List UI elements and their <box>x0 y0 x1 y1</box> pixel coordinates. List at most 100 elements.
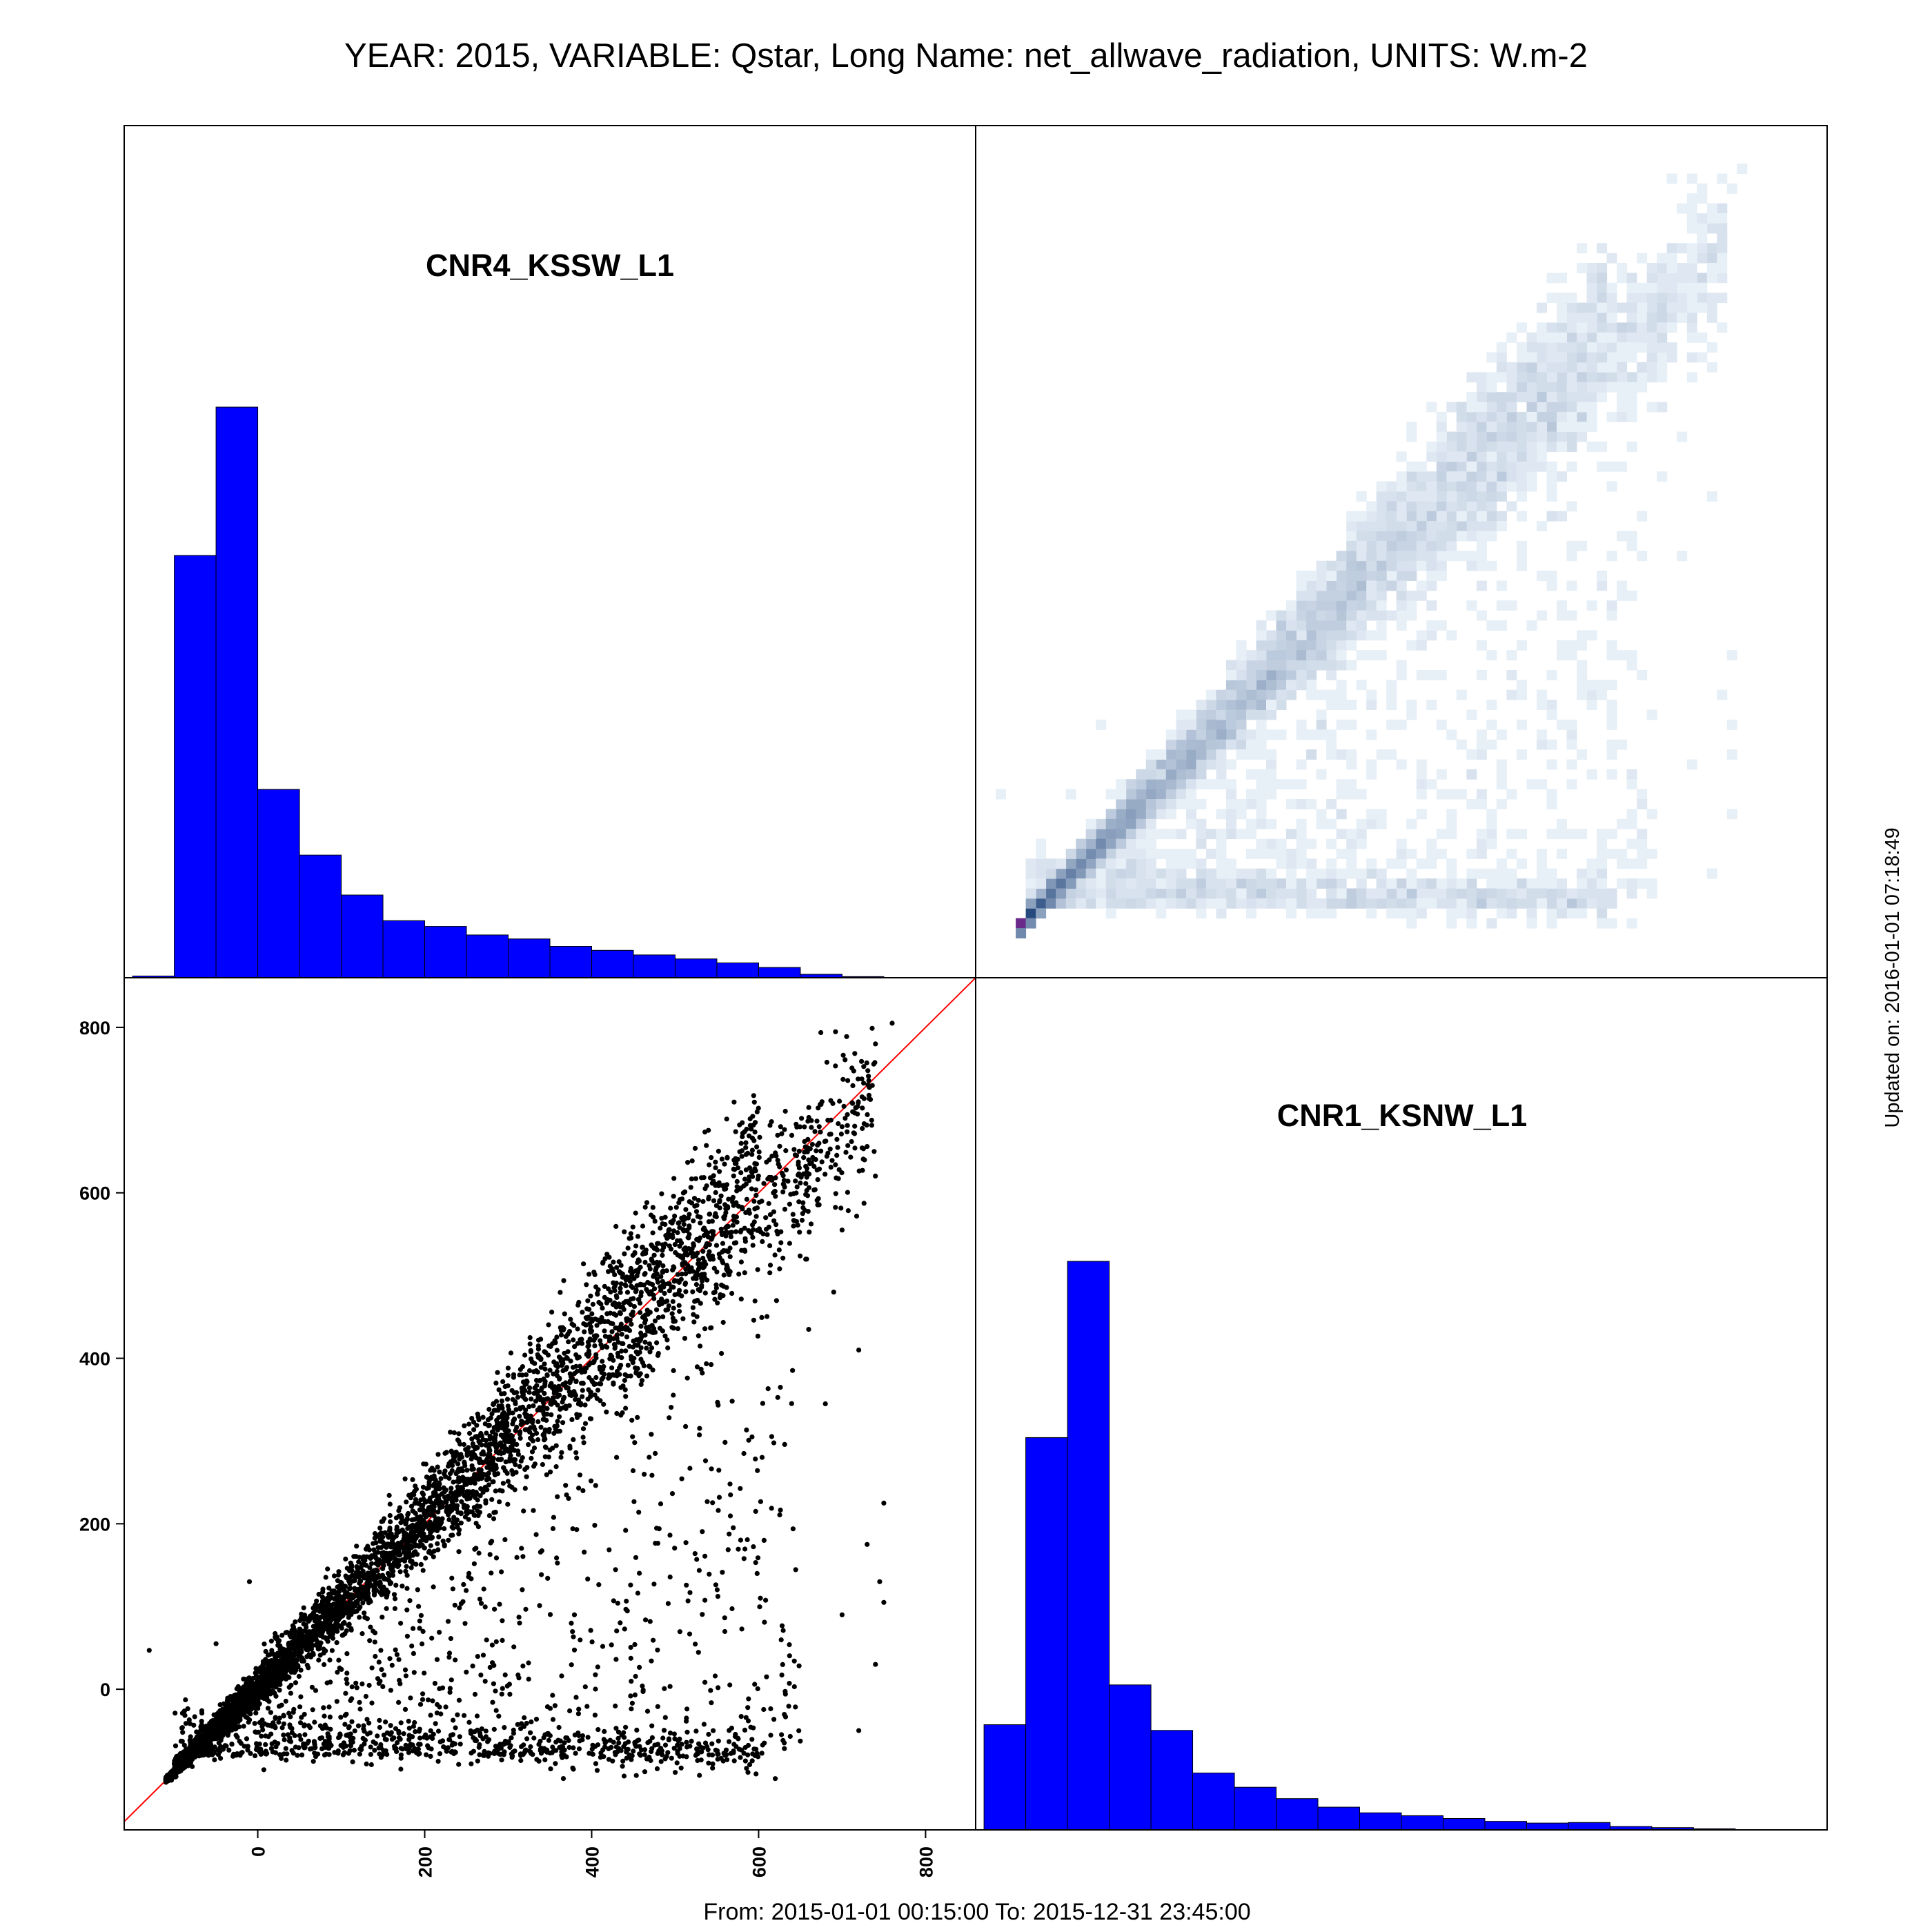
scatter-point <box>500 1481 506 1486</box>
density-cell <box>1496 521 1507 531</box>
scatter-point <box>713 1159 718 1165</box>
scatter-point <box>516 1615 522 1620</box>
density-cell <box>1336 749 1347 760</box>
density-cell <box>1286 799 1297 809</box>
scatter-point <box>244 1736 250 1742</box>
density-cell <box>1376 580 1387 591</box>
scatter-point <box>542 1361 547 1367</box>
density-cell <box>1606 888 1617 899</box>
density-cell <box>1597 332 1608 343</box>
density-cell <box>1326 571 1337 581</box>
density-cell <box>1546 799 1557 809</box>
density-cell <box>1316 809 1327 820</box>
density-cell <box>1266 680 1276 691</box>
density-cell <box>1145 849 1156 859</box>
scatter-point <box>758 1499 763 1504</box>
density-cell <box>1346 719 1357 730</box>
density-cell <box>1266 640 1276 651</box>
density-cell <box>1456 402 1467 413</box>
density-cell <box>1476 540 1487 551</box>
density-cell <box>1416 759 1427 770</box>
density-cell <box>1376 571 1387 581</box>
density-cell <box>1706 491 1717 502</box>
density-cell <box>1225 789 1236 800</box>
density-cell <box>1185 729 1196 740</box>
density-cell <box>1517 898 1527 909</box>
scatter-point <box>611 1598 616 1604</box>
density-cell <box>1506 382 1517 393</box>
scatter-point <box>753 1187 759 1192</box>
density-cell <box>1376 610 1387 621</box>
density-cell <box>1537 898 1547 909</box>
scatter-point <box>283 1746 288 1751</box>
scatter-point <box>532 1427 538 1432</box>
density-cell <box>1506 362 1517 373</box>
density-cell <box>1156 789 1167 800</box>
density-cell <box>1436 451 1447 462</box>
density-cell <box>1666 302 1677 313</box>
density-cell <box>1376 511 1387 522</box>
density-cell <box>1537 878 1547 889</box>
scatter-point <box>297 1704 303 1710</box>
density-cell <box>1356 878 1367 889</box>
density-cell <box>1306 729 1317 740</box>
density-cell <box>1346 511 1357 522</box>
scatter-point <box>435 1541 440 1546</box>
density-cell <box>1526 908 1537 919</box>
scatter-point <box>727 1531 732 1537</box>
scatter-point <box>393 1647 398 1653</box>
density-cell <box>1666 282 1677 293</box>
density-cell <box>1436 442 1447 452</box>
scatter-point <box>225 1733 230 1738</box>
density-cell <box>1396 620 1407 631</box>
density-cell <box>1416 461 1427 472</box>
density-cell <box>1496 362 1507 373</box>
density-cell <box>1065 898 1076 909</box>
density-cell <box>1677 551 1688 562</box>
density-cell <box>1236 888 1247 899</box>
density-cell <box>1486 739 1497 750</box>
density-cell <box>1256 898 1267 909</box>
density-cell <box>1336 779 1347 790</box>
density-cell <box>1316 709 1327 720</box>
density-cell <box>1586 600 1597 611</box>
density-cell <box>1336 689 1347 700</box>
density-cell <box>1606 709 1617 720</box>
density-cell <box>1506 411 1517 422</box>
density-cell <box>1486 392 1497 402</box>
density-cell <box>1346 888 1357 899</box>
density-cell <box>1517 322 1527 333</box>
density-cell <box>1205 700 1216 710</box>
density-cell <box>1557 908 1567 919</box>
density-cell <box>1617 849 1628 859</box>
scatter-point <box>400 1584 405 1589</box>
density-cell <box>1537 411 1547 422</box>
density-cell <box>1486 700 1497 710</box>
density-cell <box>1626 342 1637 353</box>
density-cell <box>1165 769 1176 780</box>
density-cell <box>1566 332 1577 343</box>
density-cell <box>1496 858 1507 869</box>
density-cell <box>1096 818 1107 829</box>
scatter-point <box>749 1152 755 1157</box>
density-cell <box>1196 729 1207 740</box>
density-cell <box>1496 600 1507 611</box>
density-cell <box>1286 849 1297 859</box>
density-cell <box>1517 442 1527 452</box>
density-cell <box>1466 392 1477 402</box>
density-cell <box>1426 779 1437 790</box>
scatter-point <box>435 1759 441 1764</box>
density-cell <box>1216 689 1227 700</box>
density-cell <box>1056 898 1067 909</box>
density-cell <box>1136 769 1147 780</box>
density-cell <box>1296 680 1307 691</box>
density-cell <box>1356 898 1367 909</box>
density-cell <box>1566 352 1577 363</box>
density-cell <box>1496 411 1507 422</box>
density-cell <box>1266 878 1276 889</box>
density-cell <box>1236 829 1247 840</box>
density-cell <box>1606 282 1617 293</box>
density-cell <box>1436 411 1447 422</box>
density-cell <box>1657 253 1668 264</box>
scatter-point <box>783 1148 789 1154</box>
